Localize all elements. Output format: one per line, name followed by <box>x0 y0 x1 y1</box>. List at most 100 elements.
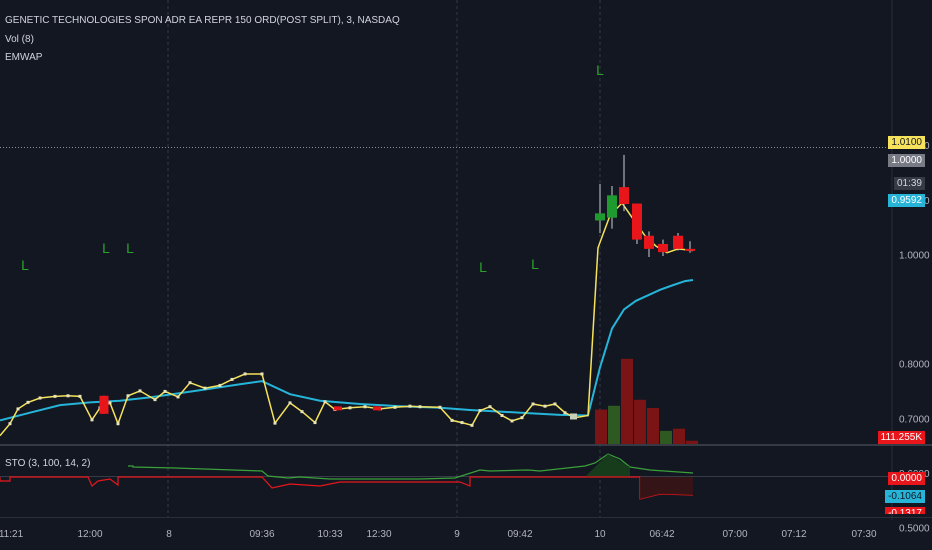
price-point <box>8 422 12 426</box>
x-tick-label: 06:42 <box>649 529 674 540</box>
price-point <box>478 409 482 413</box>
price-point <box>418 405 422 409</box>
price-point <box>66 394 70 398</box>
price-point <box>163 389 167 393</box>
price-point <box>126 394 130 398</box>
y-tick-label: 0.8000 <box>899 360 930 371</box>
price-point <box>243 372 247 376</box>
price-point <box>500 413 504 417</box>
x-tick-label: 12:30 <box>366 529 391 540</box>
study-sto-label[interactable]: STO (3, 100, 14, 2) <box>5 458 91 469</box>
volume-label: 111.255K <box>877 431 925 444</box>
price-point <box>553 402 557 406</box>
price-point <box>53 394 57 398</box>
price-point <box>138 389 142 393</box>
price-point <box>260 372 264 376</box>
price-point <box>78 394 82 398</box>
volume-bar <box>621 358 633 444</box>
price-point <box>520 416 524 420</box>
y-tick-label: 1.0000 <box>899 250 930 261</box>
x-tick-label: 09:36 <box>249 529 274 540</box>
sto-cut-label: -0.1317 <box>885 507 925 514</box>
vertical-gridlines <box>0 0 892 517</box>
x-tick-label: 10 <box>594 529 606 540</box>
reference-price-label: 1.0000 <box>888 154 925 167</box>
candle-body <box>619 187 629 205</box>
x-tick-label: 11:21 <box>0 529 24 540</box>
chart-title: GENETIC TECHNOLOGIES SPON ADR EA REPR 15… <box>5 15 400 26</box>
price-point <box>363 405 367 409</box>
price-point <box>450 418 454 422</box>
study-emwap-label[interactable]: EMWAP <box>5 52 43 63</box>
price-point <box>108 401 112 405</box>
y-tick-label: 0.7000 <box>899 414 930 425</box>
candle-body <box>658 243 668 253</box>
price-point <box>393 405 397 409</box>
sto-d-fill <box>640 477 693 499</box>
sto-k-label: 0.0000 <box>888 472 925 485</box>
price-point <box>116 422 120 426</box>
volume-bar <box>595 409 607 444</box>
price-point <box>153 398 157 402</box>
price-point <box>510 419 514 423</box>
price-point <box>188 381 192 385</box>
long-signal-marker: L <box>596 62 604 78</box>
volume-bar <box>647 407 659 444</box>
x-tick-label: 12:00 <box>77 529 102 540</box>
x-tick-label: 07:00 <box>722 529 747 540</box>
x-tick-label: 8 <box>166 529 172 540</box>
price-point <box>218 383 222 387</box>
y-tick-label: 0.5000 <box>899 524 930 535</box>
volume-bar <box>634 399 646 444</box>
bar-countdown-label: 01:39 <box>893 177 925 190</box>
volume-bars <box>595 358 698 444</box>
price-point <box>273 421 277 425</box>
x-tick-label: 07:12 <box>781 529 806 540</box>
price-point <box>90 418 94 422</box>
candle-body <box>644 235 654 249</box>
sto-k-fill <box>585 454 630 477</box>
price-point <box>408 404 412 408</box>
price-point <box>176 395 180 399</box>
price-point <box>488 405 492 409</box>
sto-d-line <box>0 476 694 500</box>
long-signal-marker: L <box>102 240 110 256</box>
price-point <box>230 377 234 381</box>
x-tick-label: 9 <box>454 529 460 540</box>
price-point <box>323 400 327 404</box>
small-candle <box>373 406 381 411</box>
price-point <box>300 410 304 414</box>
price-point <box>531 402 535 406</box>
price-point <box>203 386 207 390</box>
price-point <box>438 405 442 409</box>
price-point <box>543 404 547 408</box>
price-point <box>313 421 317 425</box>
candle-body <box>685 248 695 251</box>
volume-bar <box>608 405 620 444</box>
price-point <box>563 411 567 415</box>
candle-body <box>595 213 605 221</box>
sto-k-line <box>128 453 694 480</box>
study-vol-label[interactable]: Vol (8) <box>5 34 34 45</box>
long-signal-marker: L <box>126 240 134 256</box>
price-point <box>460 421 464 425</box>
volume-bar <box>673 428 685 444</box>
long-signal-marker: L <box>531 256 539 272</box>
price-point <box>16 407 20 411</box>
candle-body <box>607 195 617 218</box>
long-signal-marker: L <box>479 259 487 275</box>
last-price-label: 1.0100 <box>888 136 925 149</box>
volume-bar <box>686 440 698 444</box>
candle-body <box>673 235 683 249</box>
volume-bar <box>660 430 672 444</box>
x-tick-label: 09:42 <box>507 529 532 540</box>
price-point <box>348 406 352 410</box>
emwap-price-label: 0.9592 <box>888 194 925 207</box>
sto-pane <box>0 453 892 500</box>
price-point <box>470 423 474 427</box>
signal-markers: LL LL LL <box>21 62 604 275</box>
small-candle <box>334 406 342 411</box>
x-tick-label: 10:33 <box>317 529 342 540</box>
